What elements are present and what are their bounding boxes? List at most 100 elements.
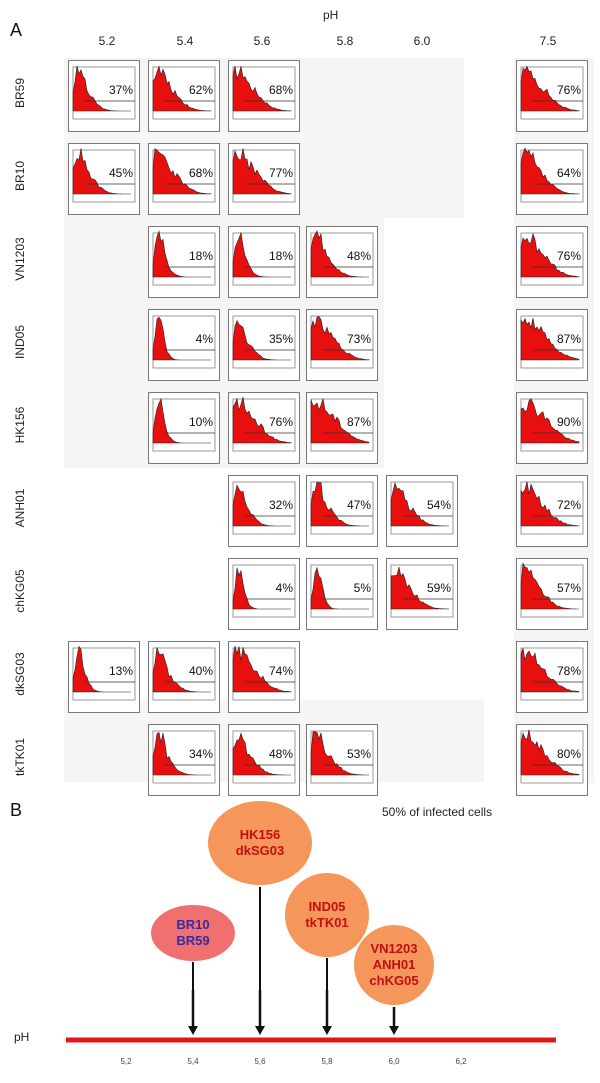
histogram-fill [520, 481, 580, 527]
infection-percent: 10% [188, 415, 213, 429]
strain-label-vn1203: VN1203 [13, 237, 27, 281]
histogram-fill [152, 148, 212, 195]
histogram-plot [152, 730, 216, 784]
histogram-fill [232, 645, 292, 693]
histogram-plot [232, 232, 296, 286]
histogram-plot [232, 315, 296, 369]
ph-tick-label: 5,6 [254, 1057, 266, 1066]
histogram-fill [232, 396, 292, 444]
arrow-head [322, 1026, 332, 1035]
histogram-fill [520, 398, 580, 444]
histogram-cell: 37% [68, 60, 140, 132]
histogram-plot [72, 148, 136, 203]
histogram-fill [72, 148, 131, 195]
histogram-cell: 76% [516, 60, 588, 132]
strain-group-bubble: HK156 dkSG03 [208, 801, 312, 885]
histogram-fill [232, 232, 291, 278]
histogram-plot [310, 315, 374, 369]
histogram-cell: 18% [228, 226, 300, 298]
histogram-plot [520, 729, 584, 784]
histogram-cell: 87% [516, 309, 588, 381]
strain-label-hk156: HK156 [13, 406, 27, 444]
histogram-cell: 34% [148, 724, 220, 796]
histogram-cell: 4% [148, 309, 220, 381]
histogram-fill [152, 647, 211, 693]
infection-percent: 18% [268, 249, 293, 263]
infection-percent: 68% [188, 166, 213, 180]
histogram-frame [152, 398, 216, 452]
histogram-plot [310, 481, 374, 535]
arrow-head [188, 1026, 198, 1035]
histogram-plot [152, 230, 216, 286]
infection-percent: 57% [556, 581, 581, 595]
histogram-fill [520, 562, 579, 610]
histogram-cell: 48% [228, 724, 300, 796]
histogram-plot [520, 147, 584, 203]
histogram-plot [72, 65, 136, 120]
infection-percent: 76% [268, 415, 293, 429]
strain-group-bubble: BR10 BR59 [151, 905, 235, 961]
histogram-fill [310, 566, 369, 610]
strain-name: BR10 [176, 917, 210, 932]
infection-percent: 13% [108, 664, 133, 678]
strain-label-br10: BR10 [13, 160, 27, 192]
ph-header-6-0: 6.0 [413, 34, 431, 48]
infection-percent: 76% [556, 249, 581, 263]
histogram-plot [390, 564, 454, 618]
histogram-cell: 32% [228, 475, 300, 547]
histogram-plot [232, 730, 296, 784]
histogram-fill [310, 230, 369, 278]
strain-name: chKG05 [369, 973, 419, 988]
arrow-head [389, 1026, 399, 1035]
infection-percent: 80% [556, 747, 581, 761]
histogram-plot [152, 647, 216, 701]
histogram-cell: 10% [148, 392, 220, 464]
histogram-cell: 87% [306, 392, 378, 464]
histogram-cell: 40% [148, 641, 220, 713]
infection-percent: 40% [188, 664, 213, 678]
strain-label-anh01: ANH01 [13, 488, 27, 528]
infection-percent: 64% [556, 166, 581, 180]
histogram-fill [390, 566, 450, 610]
panel-b-caption: 50% of infected cells [382, 805, 493, 819]
histogram-plot [152, 148, 216, 203]
histogram-cell: 48% [306, 226, 378, 298]
histogram-fill [232, 148, 292, 195]
infection-percent: 4% [275, 581, 293, 595]
strain-label-ind05: IND05 [13, 325, 27, 360]
infection-percent: 45% [108, 166, 133, 180]
infection-percent: 78% [556, 664, 581, 678]
histogram-cell: 68% [228, 60, 300, 132]
arrow-head [255, 1026, 265, 1035]
histogram-plot [232, 564, 296, 618]
histogram-plot [232, 65, 296, 120]
infection-percent: 59% [426, 581, 451, 595]
histogram-fill [152, 316, 211, 361]
infection-percent: 18% [188, 249, 213, 263]
histogram-plot [390, 481, 454, 535]
histogram-plot [310, 730, 374, 784]
infection-percent: 4% [195, 332, 213, 346]
histogram-plot [310, 230, 374, 286]
histogram-fill [72, 65, 131, 112]
histogram-fill [310, 316, 370, 361]
infection-percent: 62% [188, 83, 213, 97]
histogram-cell: 76% [516, 226, 588, 298]
infection-percent: 47% [346, 498, 371, 512]
histogram-plot [152, 397, 216, 452]
histogram-cell: 57% [516, 558, 588, 630]
histogram-frame [152, 232, 216, 286]
infection-percent: 32% [268, 498, 293, 512]
histogram-fill [520, 65, 580, 112]
histogram-fill [390, 481, 449, 527]
ph-header-5-4: 5.4 [176, 34, 194, 48]
histogram-fill [310, 731, 369, 776]
histogram-plot [310, 564, 374, 618]
strain-name: ANH01 [372, 957, 416, 972]
infection-percent: 5% [353, 581, 371, 595]
histogram-cell: 68% [148, 143, 220, 215]
histogram-fill [152, 732, 211, 776]
panel-b-letter: B [10, 800, 23, 820]
strain-group-bubble: VN1203 ANH01 chKG05 [354, 925, 434, 1005]
infection-percent: 72% [556, 498, 581, 512]
